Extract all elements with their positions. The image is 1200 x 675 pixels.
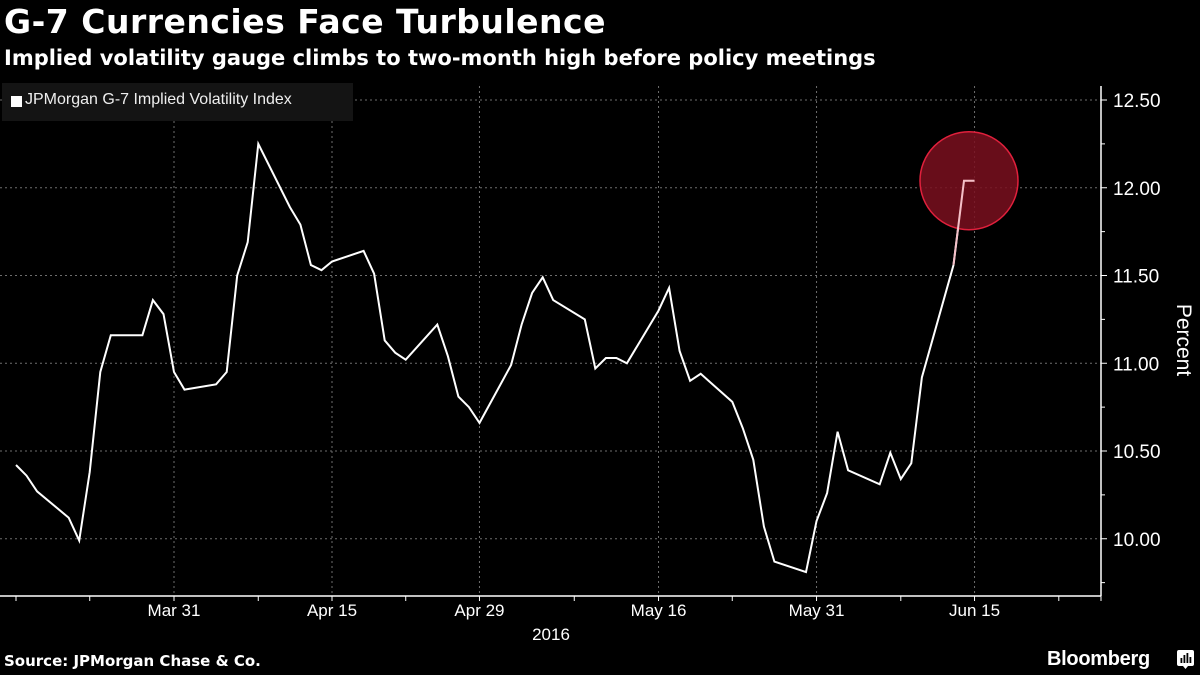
x-tick-label: May 16	[631, 601, 687, 620]
axes	[0, 86, 1102, 597]
y-tick-label: 11.50	[1113, 267, 1159, 288]
source-note: Source: JPMorgan Chase & Co.	[4, 652, 261, 670]
bloomberg-chart-icon	[1177, 650, 1194, 669]
x-axis-ticks: Mar 31 Apr 15 Apr 29 May 16 May 31 Jun 15	[15, 596, 1102, 620]
bloomberg-logo: Bloomberg	[1047, 648, 1150, 670]
x-tick-label: Apr 29	[454, 601, 504, 620]
highlighted-line-segment	[952, 179, 975, 266]
series-layer	[15, 140, 975, 574]
y-tick-label: 12.50	[1113, 91, 1161, 112]
chart-title: G-7 Currencies Face Turbulence	[4, 2, 606, 41]
x-tick-label: Apr 15	[307, 601, 357, 620]
legend-label: JPMorgan G-7 Implied Volatility Index	[25, 91, 292, 108]
x-tick-label: Jun 15	[949, 601, 1000, 620]
chart-subtitle: Implied volatility gauge climbs to two-m…	[4, 46, 876, 70]
y-tick-label: 10.00	[1113, 530, 1161, 551]
legend: JPMorgan G-7 Implied Volatility Index	[2, 83, 353, 121]
y-axis-ticks: 10.00 10.50 11.00 11.50 12.00 12.50	[1101, 91, 1161, 584]
series-line	[15, 140, 975, 574]
x-tick-label: Mar 31	[148, 601, 201, 620]
y-tick-label: 10.50	[1113, 442, 1161, 463]
legend-swatch	[11, 96, 22, 107]
y-axis-label: Percent	[1172, 304, 1195, 377]
x-tick-label: May 31	[789, 601, 845, 620]
annotation-layer	[919, 130, 1019, 266]
y-tick-label: 12.00	[1113, 179, 1161, 200]
y-tick-label: 11.00	[1113, 354, 1159, 375]
x-axis-label: 2016	[532, 625, 570, 644]
gridlines	[0, 86, 1101, 596]
